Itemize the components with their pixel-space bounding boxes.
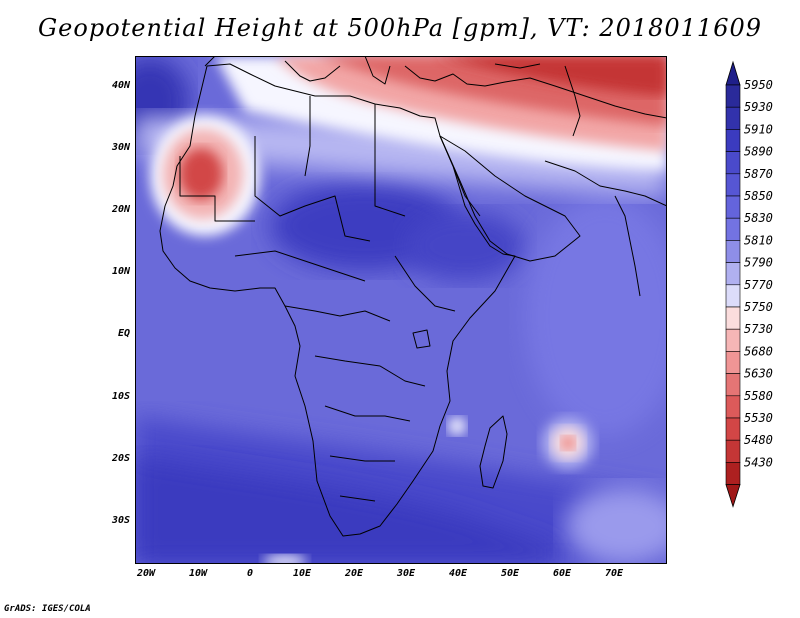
colorbar-level-label: 5930 xyxy=(744,100,773,114)
lat-label-eq: EQ xyxy=(117,328,130,339)
colorbar-bottom-arrow xyxy=(725,484,741,508)
colorbar-swatch xyxy=(725,151,741,175)
colorbar-swatch xyxy=(725,417,741,441)
colorbar: 5950 5930 5910 5890 5870 5850 5830 5810 5790 5770… xyxy=(725,60,773,508)
colorbar-top-arrow xyxy=(725,60,741,86)
colorbar-swatch xyxy=(725,173,741,197)
grads-credit: GrADS: IGES/COLA xyxy=(4,604,91,614)
lon-label-40e: 40E xyxy=(448,568,468,579)
lat-label-10s: 10S xyxy=(111,391,130,402)
colorbar-level-label: 5810 xyxy=(744,233,773,247)
lat-label-20s: 20S xyxy=(111,453,130,464)
colorbar-level-label: 5890 xyxy=(744,145,773,159)
colorbar-swatch xyxy=(725,262,741,286)
lat-label-40n: 40N xyxy=(111,80,130,91)
lat-label-30s: 30S xyxy=(111,515,130,526)
colorbar-level-label: 5910 xyxy=(744,122,773,136)
lon-label-20w: 20W xyxy=(136,568,156,579)
colorbar-swatch xyxy=(725,306,741,330)
coastlines xyxy=(159,56,667,537)
colorbar-level-label: 5530 xyxy=(744,411,773,425)
colorbar-swatch xyxy=(725,328,741,352)
colorbar-swatch xyxy=(725,439,741,463)
colorbar-swatch xyxy=(725,284,741,308)
lat-label-20n: 20N xyxy=(111,204,130,215)
lon-label-50e: 50E xyxy=(500,568,520,579)
lon-label-60e: 60E xyxy=(552,568,572,579)
lat-label-30n: 30N xyxy=(111,142,130,153)
colorbar-level-label: 5580 xyxy=(744,389,773,403)
lon-label-20e: 20E xyxy=(344,568,364,579)
colorbar-level-label: 5480 xyxy=(744,433,773,447)
lon-label-30e: 30E xyxy=(396,568,416,579)
colorbar-level-label: 5430 xyxy=(744,455,773,469)
lon-label-0: 0 xyxy=(246,568,254,579)
lon-label-10e: 10E xyxy=(292,568,312,579)
colorbar-level-label: 5830 xyxy=(744,211,773,225)
colorbar-swatch xyxy=(725,106,741,130)
map-frame xyxy=(135,56,667,564)
colorbar-swatch xyxy=(725,84,741,108)
colorbar-swatch xyxy=(725,129,741,152)
height-field xyxy=(135,56,667,564)
colorbar-swatch xyxy=(725,240,741,263)
geopotential-map xyxy=(135,56,667,564)
colorbar-level-label: 5770 xyxy=(744,278,773,292)
colorbar-swatch xyxy=(725,373,741,397)
colorbar-level-label: 5680 xyxy=(744,344,773,358)
plot-title: Geopotential Height at 500hPa [gpm], VT:… xyxy=(38,14,762,42)
colorbar-swatch xyxy=(725,462,741,485)
colorbar-level-label: 5950 xyxy=(744,78,773,92)
colorbar-level-label: 5790 xyxy=(744,256,773,270)
colorbar-swatch xyxy=(725,351,741,374)
colorbar-level-label: 5630 xyxy=(744,367,773,381)
colorbar-swatch xyxy=(725,195,741,219)
colorbar-level-label: 5870 xyxy=(744,167,773,181)
colorbar-swatch xyxy=(725,217,741,241)
colorbar-swatch xyxy=(725,395,741,419)
colorbar-level-label: 5730 xyxy=(744,322,773,336)
lat-label-10n: 10N xyxy=(111,266,130,277)
lon-label-10w: 10W xyxy=(188,568,208,579)
colorbar-level-label: 5850 xyxy=(744,189,773,203)
colorbar-level-label: 5750 xyxy=(744,300,773,314)
lon-label-70e: 70E xyxy=(604,568,624,579)
